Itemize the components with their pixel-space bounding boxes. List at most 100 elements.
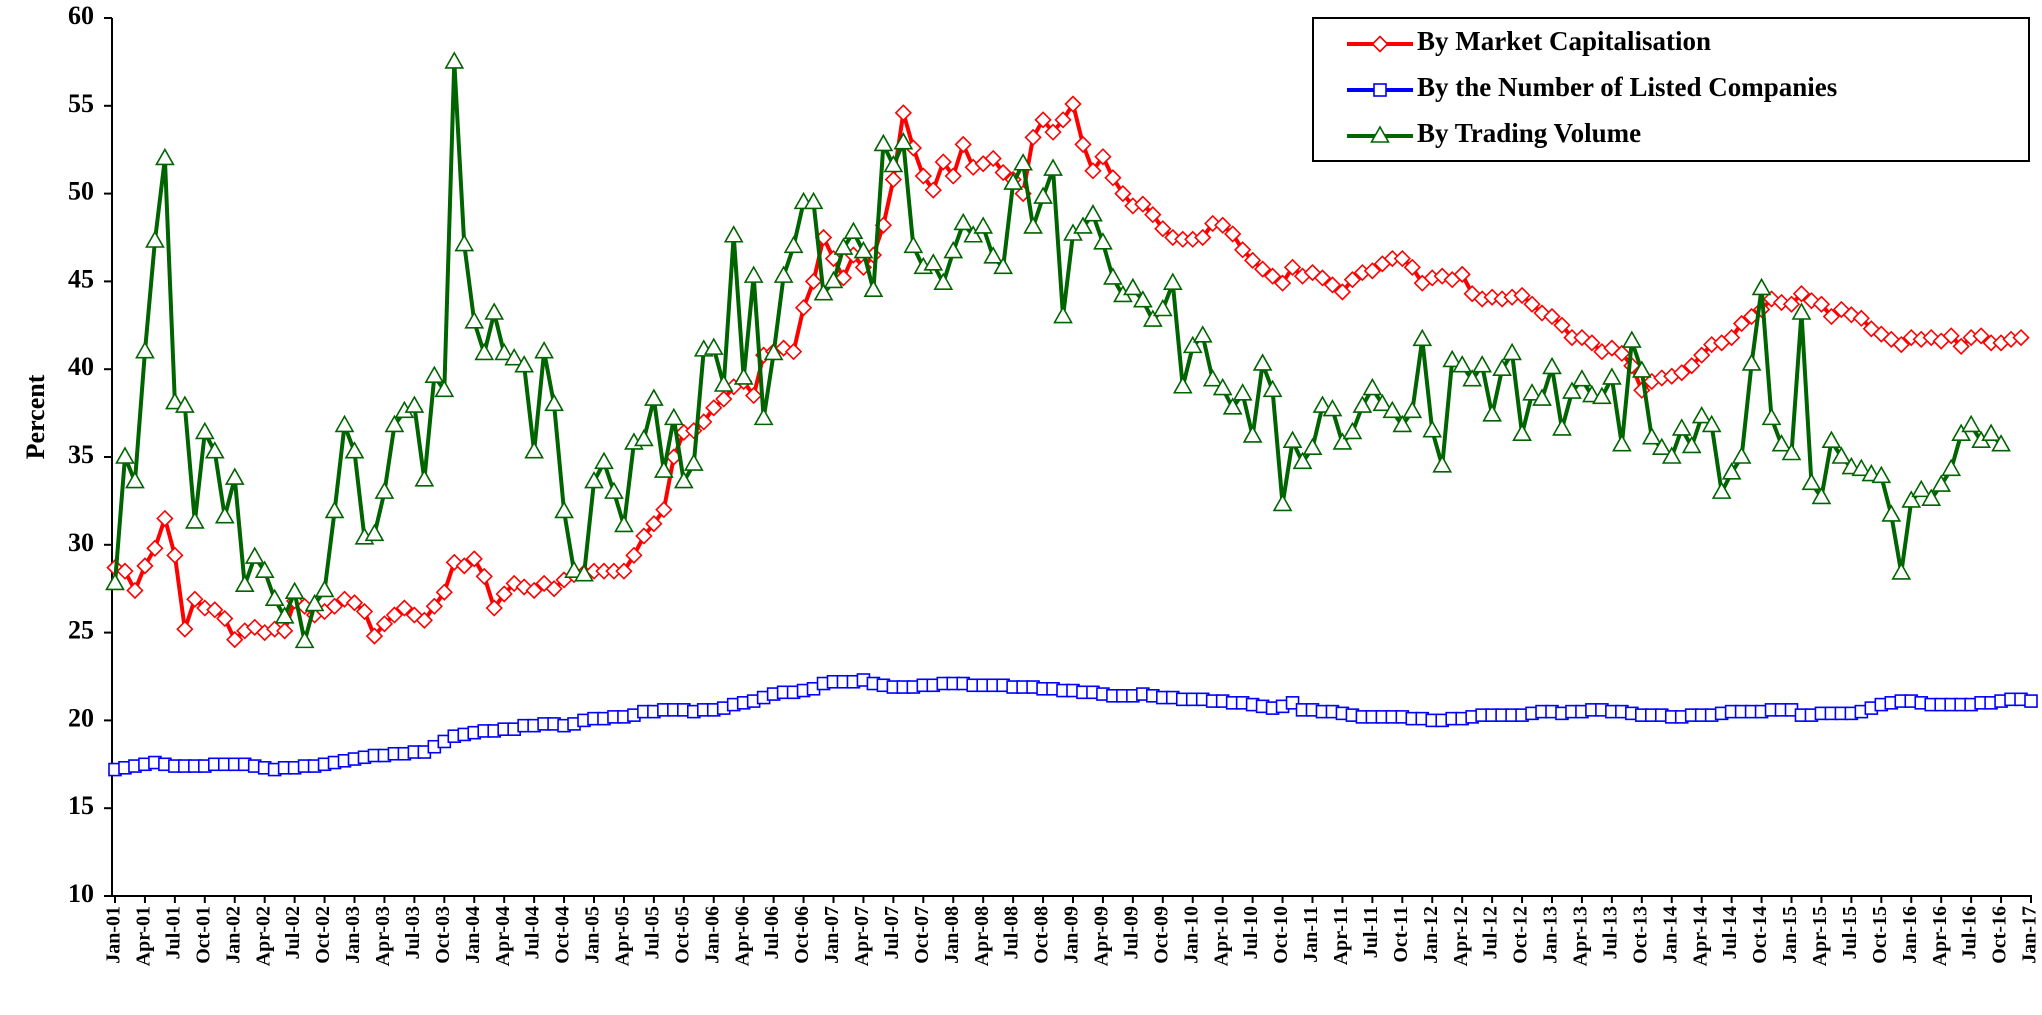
data-point [1542,356,1562,375]
data-point [804,272,823,291]
data-point [1553,316,1571,334]
data-point [136,557,154,575]
x-tick-label: Jul-08 [1001,906,1023,959]
data-point [374,481,395,499]
data-point [304,593,325,612]
data-point [833,237,854,255]
data-point [414,469,435,487]
data-point [525,581,543,600]
data-point [485,599,503,617]
data-point [1851,458,1872,477]
data-point [933,272,954,290]
x-tick-label: Jul-14 [1719,906,1741,959]
data-point [1144,206,1162,224]
legend-label: By Trading Volume [1417,118,1641,148]
data-point [1282,430,1303,448]
data-point [105,572,125,591]
data-point [574,564,594,582]
data-point [1532,388,1552,406]
data-point [216,609,234,628]
data-point [1513,286,1531,305]
data-point [395,599,414,617]
data-point [344,441,365,459]
data-point [954,135,972,154]
data-point [1792,285,1811,303]
data-point [715,390,733,408]
data-point [893,132,914,150]
x-tick-label: Apr-05 [612,906,634,966]
data-point [116,562,134,580]
x-tick-label: Jul-01 [162,906,184,959]
data-point [514,355,535,373]
data-point [156,509,174,528]
data-point [1152,298,1173,317]
x-tick-label: Oct-15 [1869,906,1891,964]
data-point [2012,328,2030,347]
data-point [276,622,294,640]
data-point [1911,479,1932,498]
data-point [1074,135,1092,154]
y-tick-label: 45 [68,264,94,293]
data-point [294,630,315,649]
data-point [1432,455,1453,473]
data-point [723,225,744,243]
data-point [635,527,653,545]
data-point [853,240,874,259]
data-point [1442,349,1463,368]
x-tick-label: Apr-08 [971,906,993,966]
data-point [1302,437,1323,456]
data-point [894,104,912,122]
x-tick-label: Apr-04 [492,906,514,966]
data-point [903,235,924,254]
x-tick-label: Apr-12 [1450,906,1472,966]
y-tick-label: 60 [68,1,94,30]
data-point [1272,493,1293,512]
data-point [166,546,184,564]
data-point [1961,414,1981,433]
data-point [1162,272,1183,290]
x-tick-label: Apr-07 [851,906,873,966]
data-point [1482,404,1502,422]
data-point [703,337,724,355]
data-point [504,348,525,366]
data-point [973,216,994,234]
data-point [1312,395,1333,413]
data-point [873,133,894,152]
data-point [1941,458,1962,477]
data-point [1951,423,1972,441]
data-point [1154,220,1172,238]
data-point [375,615,394,633]
data-point [663,407,684,426]
data-point [1013,153,1033,171]
data-point [1194,228,1212,247]
data-point [1621,330,1642,348]
data-point [1412,328,1433,347]
data-point [883,154,904,173]
data-point [803,191,824,210]
data-point [843,221,864,240]
data-point [1343,271,1362,289]
data-point [1243,251,1262,269]
data-point [264,588,285,607]
x-tick-label: Jan-16 [1899,906,1921,964]
data-point [1871,465,1892,484]
data-point [365,627,384,645]
y-tick-label: 40 [68,352,94,381]
data-point [1114,184,1132,203]
data-point [355,602,374,621]
data-point [186,590,204,608]
data-point [1801,472,1822,491]
data-point [226,630,244,649]
x-tick-label: Oct-11 [1390,906,1412,963]
data-point [934,153,952,171]
data-point [204,441,225,459]
data-point [1273,274,1292,292]
data-point [1232,383,1253,401]
data-point [1362,377,1383,396]
data-point [1003,172,1023,190]
data-point [1812,295,1831,313]
data-point [1103,267,1123,285]
x-tick-label: Apr-01 [133,906,155,966]
data-point [1370,125,1390,143]
